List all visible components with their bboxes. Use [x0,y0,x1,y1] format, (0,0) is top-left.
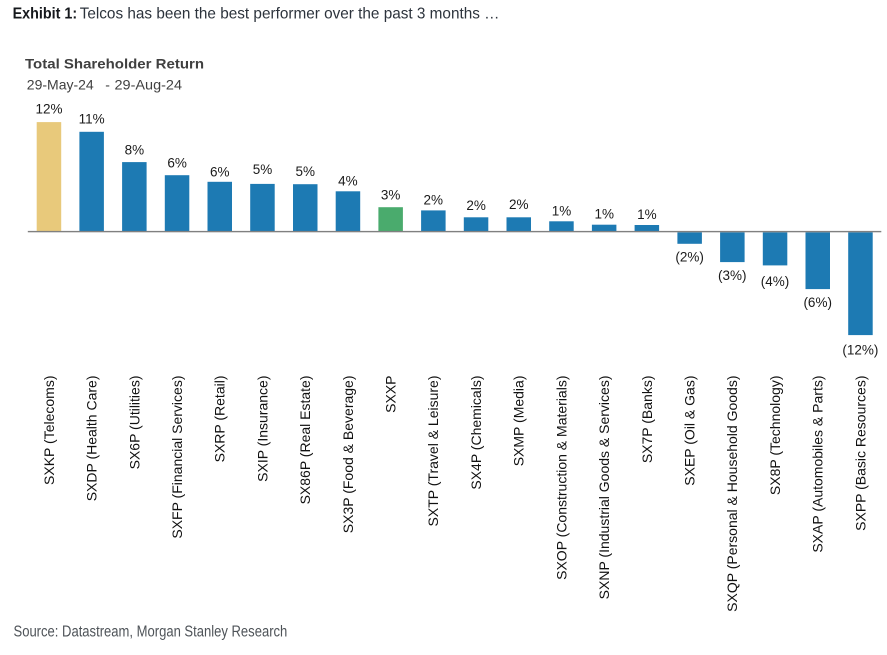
svg-text:SX3P (Food & Beverage): SX3P (Food & Beverage) [340,376,356,534]
svg-text:(6%): (6%) [803,295,832,310]
svg-text:(3%): (3%) [718,268,747,283]
svg-text:12%: 12% [35,102,62,117]
svg-text:SXFP (Financial Services): SXFP (Financial Services) [169,376,185,539]
svg-text:(4%): (4%) [761,274,790,289]
svg-text:2%: 2% [424,192,444,207]
svg-text:SXEP (Oil & Gas): SXEP (Oil & Gas) [682,376,698,486]
svg-text:SXMP (Media): SXMP (Media) [511,376,527,467]
svg-text:8%: 8% [125,142,145,157]
svg-text:5%: 5% [295,164,315,179]
svg-text:SXOP (Construction & Materials: SXOP (Construction & Materials) [553,376,569,580]
svg-text:Source: Datastream, Morgan Sta: Source: Datastream, Morgan Stanley Resea… [14,624,288,641]
svg-text:SX8P (Technology): SX8P (Technology) [767,376,783,496]
svg-text:2%: 2% [509,197,529,212]
svg-text:Exhibit 1:: Exhibit 1: [13,6,78,23]
svg-text:Total Shareholder Return: Total Shareholder Return [25,56,204,72]
svg-text:1%: 1% [594,207,614,222]
svg-text:SX86P (Real Estate): SX86P (Real Estate) [297,376,313,505]
svg-text:4%: 4% [338,173,358,188]
svg-text:29-Aug-24: 29-Aug-24 [115,77,183,93]
svg-text:SX6P (Utilities): SX6P (Utilities) [126,376,142,470]
svg-text:2%: 2% [466,198,486,213]
svg-text:SXQP (Personal & Household Goo: SXQP (Personal & Household Goods) [724,376,740,612]
svg-text:SXTP (Travel & Leisure): SXTP (Travel & Leisure) [425,376,441,527]
svg-text:Telcos has been the best perfo: Telcos has been the best performer over … [80,6,500,23]
svg-text:SXIP (Insurance): SXIP (Insurance) [254,376,270,482]
svg-text:-: - [105,77,110,93]
svg-text:SXPP (Basic Resources): SXPP (Basic Resources) [852,376,868,531]
svg-text:5%: 5% [253,162,273,177]
svg-text:1%: 1% [552,204,572,219]
svg-text:SXNP (Industrial Goods & Servi: SXNP (Industrial Goods & Services) [596,376,612,600]
svg-text:1%: 1% [637,207,657,222]
svg-text:SXAP (Automobiles & Parts): SXAP (Automobiles & Parts) [810,376,826,553]
svg-text:3%: 3% [381,188,401,203]
svg-text:29-May-24: 29-May-24 [27,77,94,93]
svg-text:11%: 11% [79,111,105,126]
svg-text:SXRP (Retail): SXRP (Retail) [212,376,228,463]
svg-text:SXDP (Health Care): SXDP (Health Care) [84,376,100,502]
svg-text:(2%): (2%) [675,250,704,265]
svg-text:SXXP: SXXP [383,376,399,413]
svg-text:6%: 6% [167,155,187,170]
svg-text:(12%): (12%) [842,343,878,358]
svg-text:6%: 6% [210,164,230,179]
svg-text:SXKP (Telecoms): SXKP (Telecoms) [41,376,57,485]
svg-text:SX4P (Chemicals): SX4P (Chemicals) [468,376,484,490]
svg-text:SX7P (Banks): SX7P (Banks) [639,376,655,464]
